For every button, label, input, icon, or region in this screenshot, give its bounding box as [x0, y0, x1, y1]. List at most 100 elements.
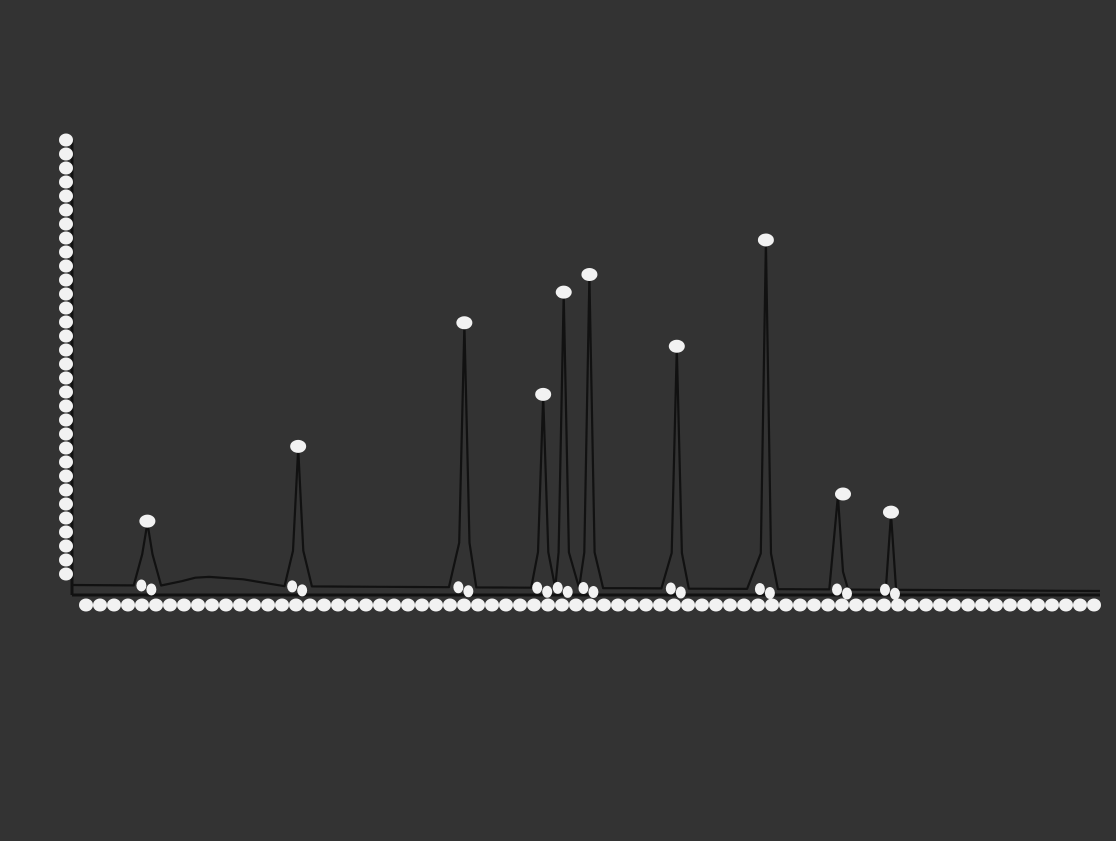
y-axis-bead [59, 525, 73, 539]
y-axis-bead [59, 231, 73, 245]
peak-foot-right-7 [764, 587, 775, 600]
x-axis-bead [499, 598, 513, 612]
x-axis-bead [1059, 598, 1073, 612]
x-axis-bead [751, 598, 765, 612]
peak-foot-left-4 [552, 581, 563, 594]
x-axis-bead [863, 598, 877, 612]
y-axis-bead [59, 469, 73, 483]
x-axis-bead [93, 598, 107, 612]
x-axis-bead [555, 598, 569, 612]
peak-foot-right-0 [146, 583, 157, 596]
x-axis-bead [275, 598, 289, 612]
x-axis-bead [79, 598, 93, 612]
peak-foot-right-4 [562, 585, 573, 598]
x-axis-bead [583, 598, 597, 612]
x-axis-bead [611, 598, 625, 612]
peak-marker-1 [290, 439, 307, 453]
x-axis-bead [849, 598, 863, 612]
x-axis-bead [919, 598, 933, 612]
x-axis-bead [891, 598, 905, 612]
y-axis-bead [59, 161, 73, 175]
peak-foot-left-3 [532, 581, 543, 594]
x-axis-bead [667, 598, 681, 612]
x-axis-bead [471, 598, 485, 612]
x-axis-bead [597, 598, 611, 612]
y-axis-bead [59, 273, 73, 287]
x-axis-bead [149, 598, 163, 612]
y-axis-bead [59, 427, 73, 441]
peak-foot-left-9 [879, 583, 890, 596]
peak-foot-right-8 [842, 587, 852, 600]
x-axis-bead [681, 598, 695, 612]
y-axis-bead [59, 455, 73, 469]
x-axis-bead [233, 598, 247, 612]
peak-foot-left-2 [453, 581, 464, 594]
x-axis-bead [695, 598, 709, 612]
x-axis-bead [625, 598, 639, 612]
x-axis-bead [317, 598, 331, 612]
x-axis-bead [877, 598, 891, 612]
x-axis-bead [373, 598, 387, 612]
x-axis-bead [1003, 598, 1017, 612]
y-axis-bead [59, 189, 73, 203]
x-axis-bead [135, 598, 149, 612]
peak-foot-right-2 [463, 585, 474, 598]
y-axis-bead [59, 315, 73, 329]
x-axis-bead [961, 598, 975, 612]
x-axis-bead [457, 598, 471, 612]
y-axis-bead [59, 203, 73, 217]
y-axis-bead [59, 357, 73, 371]
x-axis-bead [765, 598, 779, 612]
y-axis-bead [59, 175, 73, 189]
peak-marker-6 [668, 339, 685, 353]
peak-foot-left-1 [287, 580, 298, 593]
trace-series-0 [71, 240, 1101, 593]
y-axis-bead [59, 217, 73, 231]
x-axis-bead [947, 598, 961, 612]
x-axis-bead [177, 598, 191, 612]
peak-foot-left-7 [754, 583, 765, 596]
peak-foot-left-6 [665, 582, 676, 595]
y-axis-bead [59, 483, 73, 497]
x-axis-bead [387, 598, 401, 612]
trace-layer [71, 240, 1101, 593]
x-axis-bead [1073, 598, 1087, 612]
x-axis-bead [933, 598, 947, 612]
x-axis-bead [569, 598, 583, 612]
x-axis-bead [975, 598, 989, 612]
y-axis-bead [59, 301, 73, 315]
peak-marker-2 [456, 316, 473, 330]
y-axis-bead [59, 413, 73, 427]
y-axis-bead [59, 147, 73, 161]
x-axis-bead [429, 598, 443, 612]
y-axis-bead [59, 133, 73, 147]
x-axis-bead [303, 598, 317, 612]
x-axis-bead [247, 598, 261, 612]
peak-foot-right-6 [675, 586, 686, 599]
peak-marker-5 [581, 268, 598, 282]
x-axis-bead [653, 598, 667, 612]
peak-foot-left-8 [832, 583, 842, 596]
x-axis-bead [261, 598, 275, 612]
peak-foot-right-3 [542, 585, 553, 598]
x-axis-bead [779, 598, 793, 612]
x-axis-bead [289, 598, 303, 612]
y-axis-bead [59, 553, 73, 567]
peak-marker-9 [882, 505, 899, 519]
x-axis-bead [415, 598, 429, 612]
y-axis-bead [59, 539, 73, 553]
x-axis-bead [513, 598, 527, 612]
y-axis-bead [59, 399, 73, 413]
peak-marker-7 [757, 233, 774, 247]
peak-foot-left-5 [578, 582, 589, 595]
x-axis-bead [191, 598, 205, 612]
y-axis-bead [59, 287, 73, 301]
peak-marker-4 [555, 285, 572, 299]
x-axis-bead [709, 598, 723, 612]
peak-foot-right-5 [588, 586, 599, 599]
y-axis-bead [59, 385, 73, 399]
y-axis-bead [59, 371, 73, 385]
y-axis-bead [59, 567, 73, 581]
y-axis-bead [59, 259, 73, 273]
